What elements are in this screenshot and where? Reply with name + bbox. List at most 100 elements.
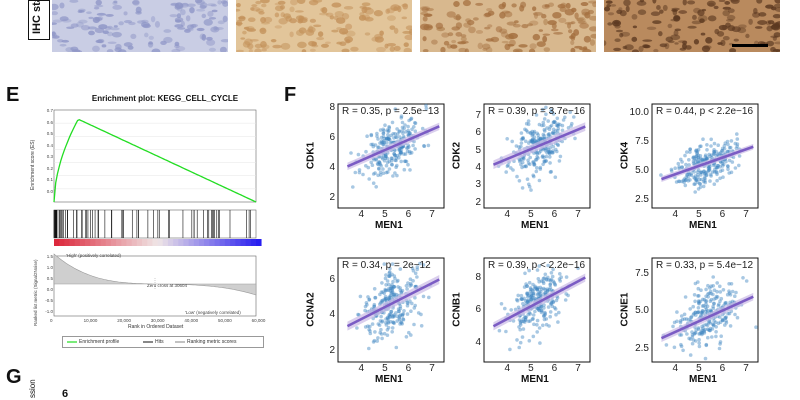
scatter-point	[391, 320, 396, 325]
scatter-point	[373, 295, 377, 300]
scatter-point	[716, 303, 721, 308]
scatter-point	[547, 133, 551, 137]
scatter-point	[711, 292, 715, 297]
scatter-point	[391, 295, 396, 299]
gsea-plot	[46, 92, 276, 352]
scatter-point	[538, 292, 542, 296]
scatter-point	[556, 122, 560, 126]
scatter-point	[707, 167, 712, 171]
scatter-point	[548, 278, 553, 283]
scatter-point	[724, 321, 729, 325]
scatter-point	[410, 266, 415, 270]
scatter-point	[387, 159, 392, 164]
scatter-point	[389, 291, 394, 296]
scatter-point	[383, 294, 388, 299]
scatter-point	[527, 184, 532, 189]
scatter-point	[720, 318, 725, 323]
scatter-point	[703, 176, 707, 181]
scatter-point	[684, 162, 688, 167]
scatter-point	[706, 335, 710, 340]
scatter-point	[381, 131, 386, 135]
scatter-point	[388, 319, 393, 324]
scatter-x-tick: 5	[382, 363, 388, 374]
ranking-metric-area	[53, 253, 257, 296]
scatter-x-tick: 5	[528, 209, 534, 220]
scatter-point	[699, 177, 704, 182]
scatter-point	[696, 327, 701, 331]
scatter-point	[400, 322, 404, 326]
scatter-point	[714, 334, 718, 339]
scatter-point	[504, 170, 508, 174]
scatter-point	[382, 297, 387, 302]
scatter-point	[549, 150, 553, 154]
gsea-es-tick: 0.2	[46, 165, 53, 171]
scatter-point	[387, 137, 391, 142]
scatter-point	[381, 142, 385, 147]
scatter-point	[384, 317, 388, 321]
scatter-point	[523, 315, 528, 320]
scatter-point	[372, 304, 376, 309]
scatter-point	[525, 177, 530, 181]
fit-line	[346, 278, 440, 328]
scatter-point	[538, 165, 543, 170]
scatter-point	[392, 136, 396, 140]
scatter-point	[379, 301, 383, 305]
scatter-point	[700, 170, 704, 175]
scatter-point	[519, 297, 523, 301]
scatter-point	[735, 142, 740, 146]
scatter-x-tick: 5	[382, 209, 388, 220]
scatter-point	[390, 290, 394, 294]
scatter-point	[539, 310, 544, 315]
scatter-point	[691, 338, 696, 342]
scatter-point	[396, 278, 400, 283]
scatter-point	[688, 147, 692, 151]
scatter-point	[402, 167, 407, 172]
scatter-point	[716, 163, 721, 168]
scatter-point	[386, 133, 390, 137]
scatter-point	[532, 322, 536, 327]
scatter-point	[535, 323, 539, 327]
scatter-point	[539, 308, 544, 312]
scatter-point	[520, 297, 524, 302]
scatter-point	[390, 283, 394, 287]
scatter-point	[392, 152, 397, 156]
scatter-point	[400, 125, 405, 130]
scatter-point	[700, 328, 704, 333]
scatter-point	[714, 325, 718, 329]
scatter-point	[684, 317, 689, 321]
scatter-point	[514, 144, 519, 148]
scatter-point	[690, 330, 694, 334]
scatter-point	[556, 126, 561, 131]
scatter-point	[415, 265, 420, 269]
scatter-point	[520, 165, 524, 170]
scatter-point	[679, 333, 684, 337]
scatter-point	[382, 331, 387, 336]
scatter-point	[688, 353, 693, 357]
scatter-point	[544, 154, 549, 159]
scatter-point	[696, 175, 700, 179]
scatter-point	[378, 330, 382, 335]
scatter-point	[688, 178, 692, 182]
scatter-point	[714, 294, 719, 299]
scatter-plot-cdk1	[337, 103, 445, 209]
scatter-point	[521, 317, 525, 321]
scatter-point	[718, 284, 722, 289]
scatter-point	[682, 177, 687, 181]
scatter-point	[696, 173, 700, 177]
scatter-point	[379, 299, 384, 303]
scatter-point	[718, 165, 722, 169]
scatter-point	[390, 330, 394, 334]
scatter-point	[703, 153, 708, 157]
scatter-point	[544, 317, 549, 321]
scatter-point	[387, 295, 392, 299]
scatter-point	[385, 279, 390, 283]
fit-line	[492, 125, 586, 166]
scatter-point	[519, 297, 524, 301]
scatter-point	[686, 175, 690, 179]
scatter-point	[401, 134, 406, 139]
scatter-point	[723, 316, 728, 320]
scatter-point	[378, 141, 382, 145]
scatter-point	[708, 154, 712, 158]
scatter-x-tick: 5	[528, 363, 534, 374]
scatter-point	[719, 151, 723, 155]
